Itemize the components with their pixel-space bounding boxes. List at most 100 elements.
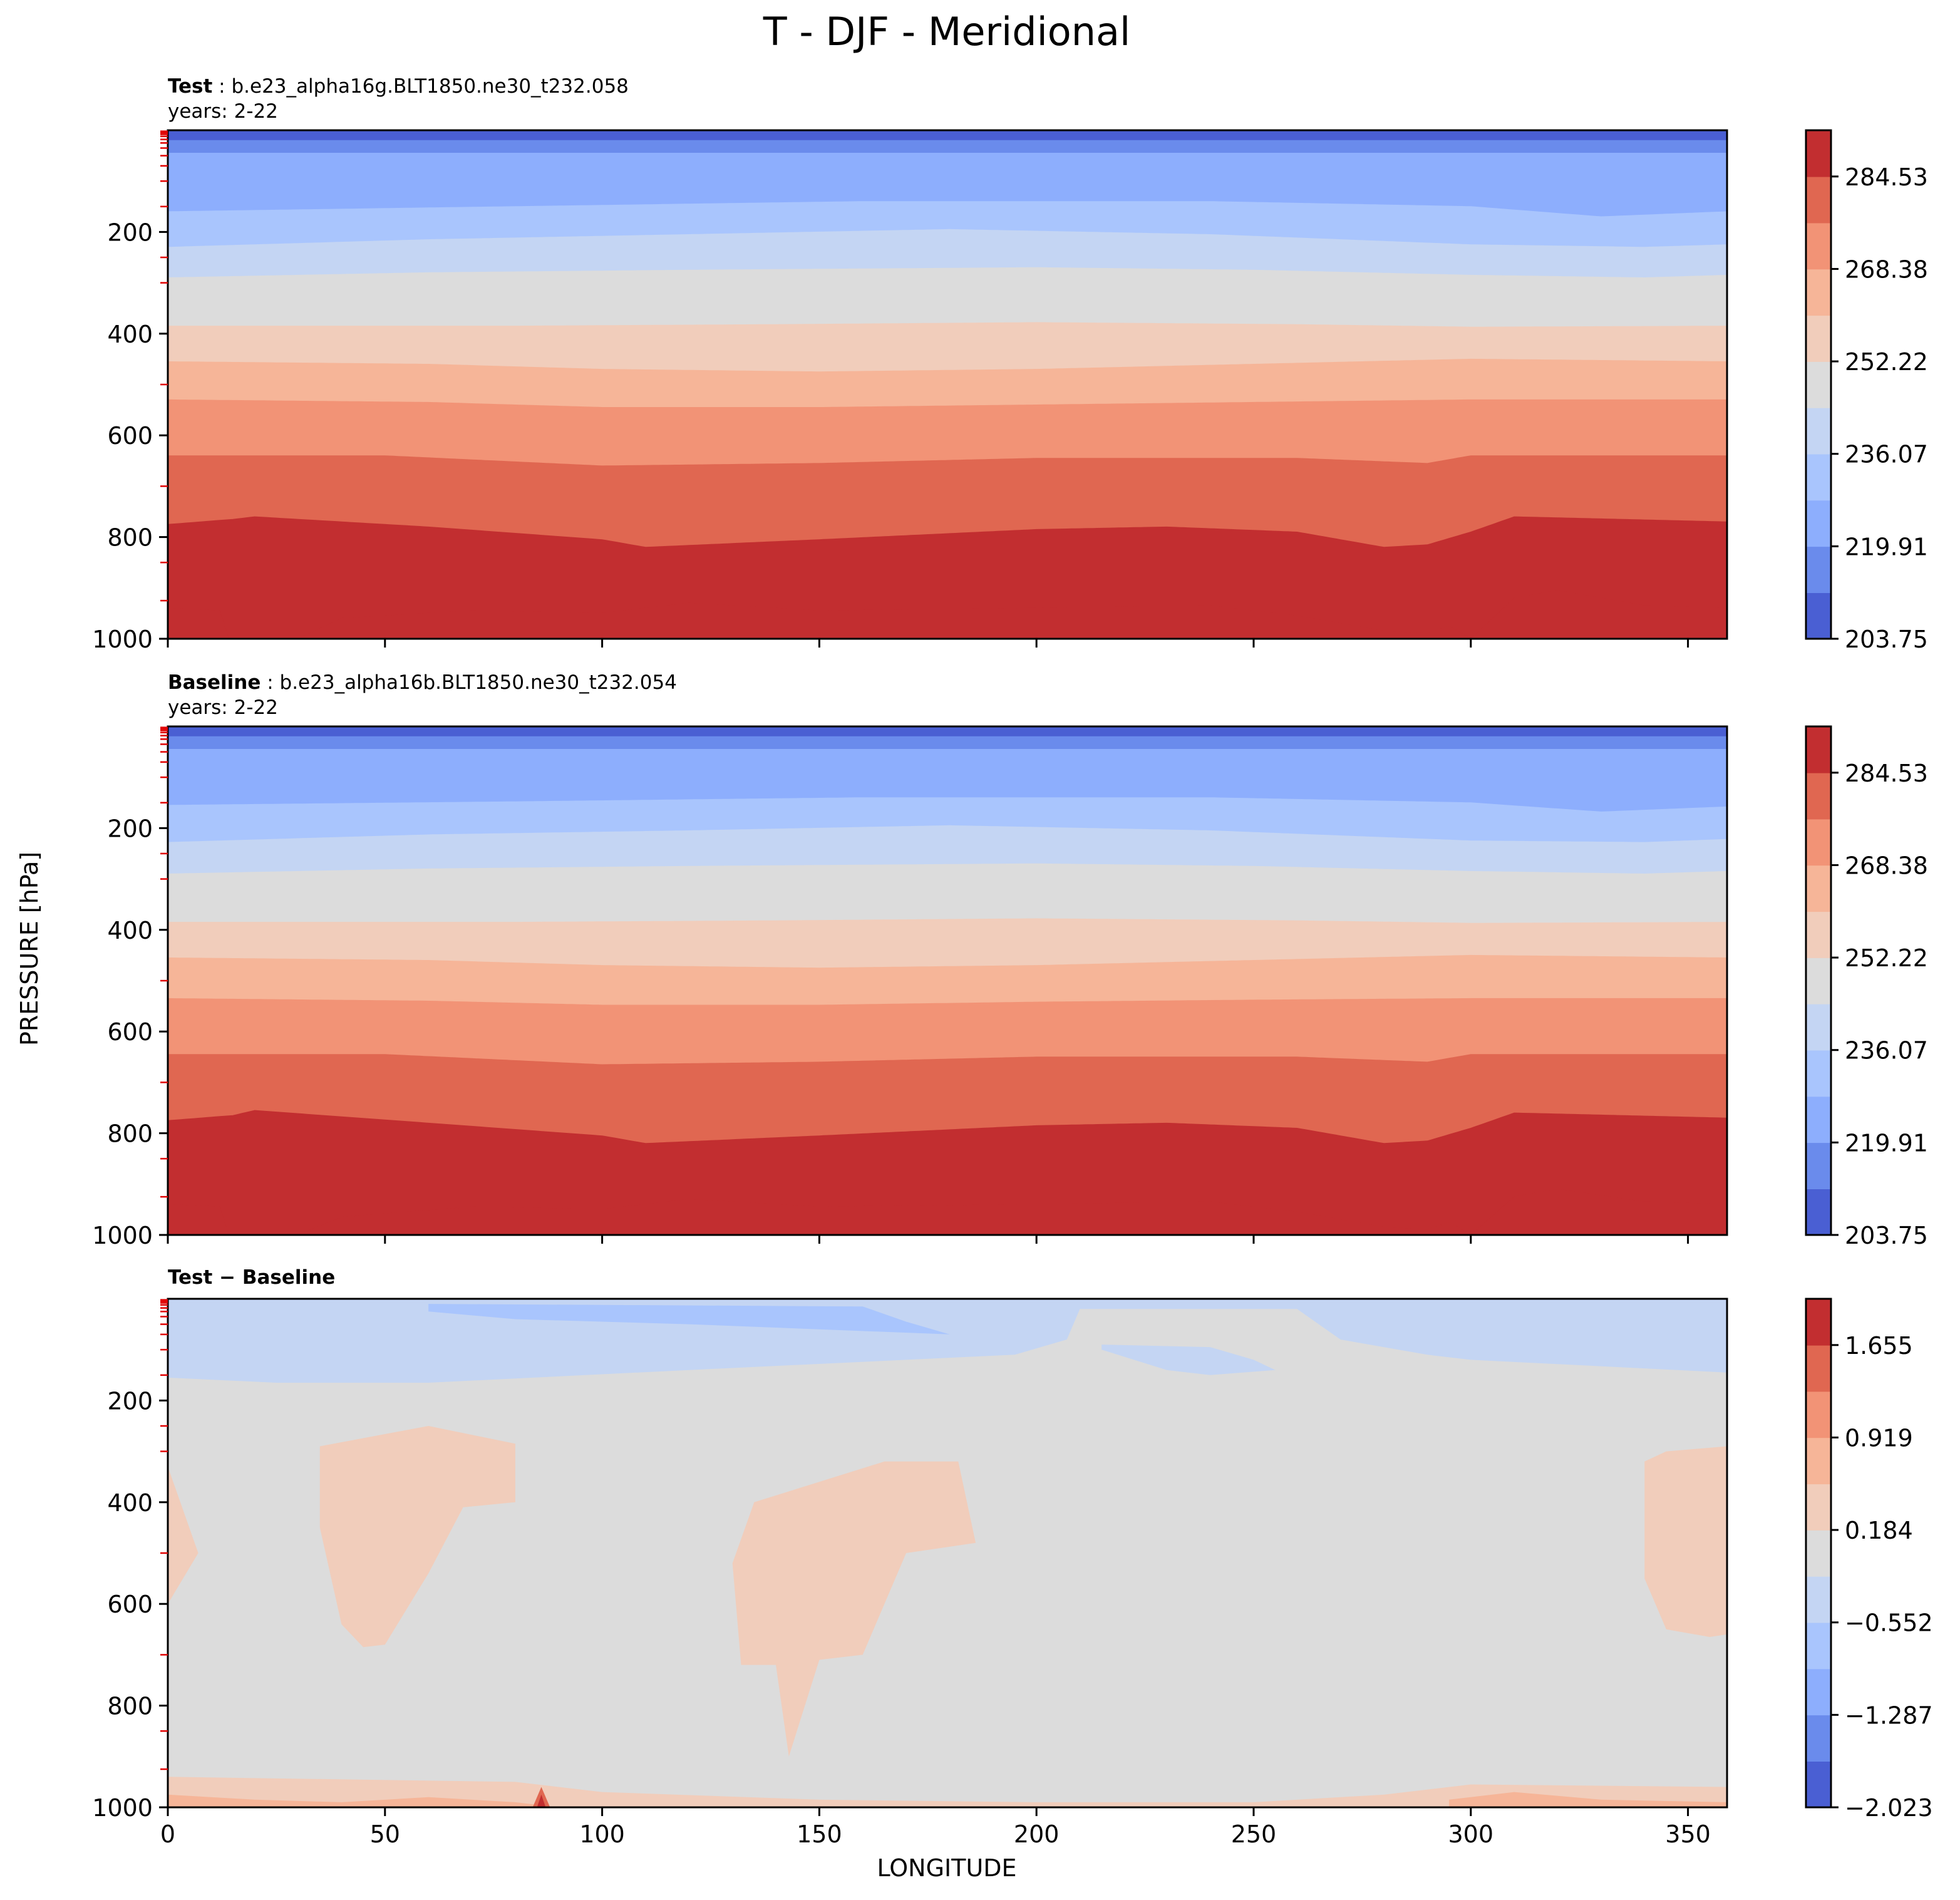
panel-title-rest: : b.e23_alpha16b.BLT1850.ne30_t232.054: [260, 671, 677, 694]
contour-region: [319, 1426, 515, 1648]
panel-subtitle: years: 2-22: [168, 696, 278, 719]
y-tick-label: 800: [107, 1120, 153, 1148]
contour-band: [168, 590, 1727, 639]
colorbar-swatch: [1806, 1437, 1831, 1485]
y-tick-label: 800: [107, 524, 153, 552]
contour-band: [168, 130, 1727, 141]
x-tick-label: 150: [797, 1820, 842, 1848]
panel-title: Baseline : b.e23_alpha16b.BLT1850.ne30_t…: [168, 671, 677, 694]
colorbar-swatch: [1806, 1622, 1831, 1670]
colorbar-swatch: [1806, 1189, 1831, 1236]
x-tick-label: 350: [1665, 1820, 1711, 1848]
y-tick-label: 200: [107, 815, 153, 842]
y-tick-label: 800: [107, 1693, 153, 1720]
colorbar-swatch: [1806, 1142, 1831, 1189]
y-tick-label: 1000: [92, 626, 153, 653]
colorbar-tick-label: 236.07: [1845, 441, 1928, 468]
x-tick-label: 100: [579, 1820, 625, 1848]
colorbar-swatch: [1806, 1299, 1831, 1346]
x-tick-label: 0: [160, 1820, 175, 1848]
colorbar-swatch: [1806, 1003, 1831, 1051]
colorbar-tick-label: 252.22: [1845, 944, 1928, 972]
colorbar: 203.75 219.91 236.07 252.22 268.38 284.53: [1805, 725, 1928, 1249]
contour-region: [168, 1794, 559, 1807]
colorbar-tick-label: 236.07: [1845, 1037, 1928, 1065]
colorbar-swatch: [1806, 176, 1831, 224]
contour-region: [168, 1467, 199, 1604]
colorbar-swatch: [1806, 361, 1831, 408]
panel-title: Test : b.e23_alpha16g.BLT1850.ne30_t232.…: [168, 75, 629, 98]
y-tick-label: 600: [107, 1018, 153, 1046]
y-tick-label: 200: [107, 1387, 153, 1415]
figure-title: T - DJF - Meridional: [763, 9, 1131, 54]
panel-title-bold: Baseline: [168, 671, 260, 694]
colorbar-swatch: [1806, 1761, 1831, 1808]
colorbar-swatch: [1806, 1715, 1831, 1762]
colorbar-tick-label: 219.91: [1845, 533, 1928, 560]
colorbar-tick-label: −2.023: [1845, 1794, 1933, 1822]
y-tick-label: 400: [107, 1489, 153, 1517]
colorbar-swatch: [1806, 772, 1831, 820]
colorbar-swatch: [1806, 865, 1831, 912]
colorbar-tick-label: 203.75: [1845, 1222, 1928, 1249]
colorbar-frame: [1805, 129, 1832, 640]
colorbar-tick-label: 252.22: [1845, 348, 1928, 376]
y-tick-label: 400: [107, 917, 153, 944]
colorbar-swatch: [1806, 958, 1831, 1004]
x-tick-label: 200: [1014, 1820, 1060, 1848]
contour-band: [168, 1189, 1727, 1235]
colorbar: −2.023 −1.287 −0.552 0.184 0.919 1.655: [1805, 1298, 1933, 1822]
colorbar-tick-label: 203.75: [1845, 626, 1928, 653]
y-tick-label: 600: [107, 1591, 153, 1618]
colorbar: 203.75 219.91 236.07 252.22 268.38 284.53: [1805, 129, 1928, 653]
colorbar-tick-label: 1.655: [1845, 1332, 1913, 1360]
colorbar-swatch: [1806, 546, 1831, 593]
plot-area: [168, 1299, 1727, 1807]
colorbar-swatch: [1806, 1530, 1831, 1577]
colorbar-swatch: [1806, 130, 1831, 177]
colorbar-tick-label: 284.53: [1845, 760, 1928, 787]
contour-band: [168, 736, 1727, 750]
y-tick-label: 400: [107, 321, 153, 348]
contour-region: [168, 1777, 1727, 1807]
contour-band: [168, 140, 1727, 153]
contour-region: [1101, 1345, 1276, 1375]
colorbar-swatch: [1806, 1096, 1831, 1144]
x-tick-label: 50: [370, 1820, 400, 1848]
colorbar-tick-label: 268.38: [1845, 256, 1928, 283]
contour-region: [428, 1304, 950, 1335]
colorbar-swatch: [1806, 500, 1831, 547]
colorbar-swatch: [1806, 1668, 1831, 1716]
contour-band: [168, 863, 1727, 924]
y-tick-label: 600: [107, 422, 153, 450]
y-tick-label: 200: [107, 219, 153, 246]
colorbar-swatch: [1806, 726, 1831, 773]
panel-title: Test − Baseline: [168, 1266, 335, 1289]
plot-area: [168, 130, 1727, 639]
colorbar-tick-label: 0.919: [1845, 1424, 1913, 1452]
colorbar-swatch: [1806, 1345, 1831, 1392]
colorbar-swatch: [1806, 592, 1831, 639]
colorbar-swatch: [1806, 1576, 1831, 1623]
colorbar-frame: [1805, 725, 1832, 1236]
contour-band: [168, 267, 1727, 328]
colorbar-swatch: [1806, 911, 1831, 958]
y-axis-label: PRESSURE [hPa]: [16, 852, 43, 1046]
contour-region: [1449, 1792, 1727, 1807]
colorbar-swatch: [1806, 1391, 1831, 1438]
panel-baseline: 200 400 600 800 1000 Baseline : b.e23_alpha16…: [92, 671, 1928, 1249]
colorbar-swatch: [1806, 269, 1831, 316]
x-tick-label: 250: [1231, 1820, 1277, 1848]
colorbar-tick-label: 0.184: [1845, 1517, 1913, 1544]
contour-region: [732, 1461, 976, 1757]
y-tick-label: 1000: [92, 1222, 153, 1249]
colorbar-swatch: [1806, 1050, 1831, 1097]
y-tick-label: 1000: [92, 1794, 153, 1822]
colorbar-swatch: [1806, 1484, 1831, 1531]
colorbar-tick-label: −1.287: [1845, 1701, 1933, 1729]
contour-region: [1644, 1446, 1727, 1637]
x-axis-label: LONGITUDE: [877, 1854, 1016, 1882]
